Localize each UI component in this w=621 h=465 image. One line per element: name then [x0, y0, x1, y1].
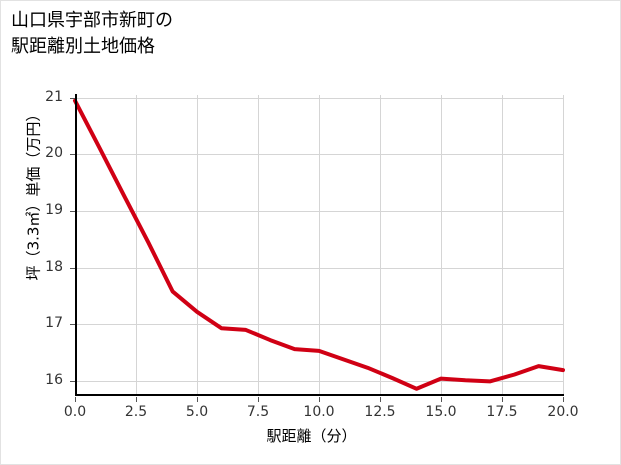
x-tick-label: 2.5 — [124, 404, 148, 420]
x-axis-label: 駅距離（分） — [266, 427, 357, 445]
title-line-2: 駅距離別土地価格 — [11, 36, 155, 57]
y-tick-mark — [70, 380, 75, 382]
y-tick-mark — [70, 97, 75, 99]
gridline-x — [258, 95, 259, 395]
y-tick-label: 16 — [45, 371, 63, 388]
x-tick-label: 17.5 — [486, 404, 518, 420]
gridline-x — [563, 95, 564, 395]
gridline-x — [380, 95, 381, 395]
y-tick-label: 18 — [45, 258, 63, 275]
x-tick-mark — [380, 397, 381, 402]
x-tick-label: 5.0 — [185, 404, 209, 420]
y-tick-label: 17 — [45, 315, 63, 332]
gridline-x — [197, 95, 198, 395]
y-tick-label: 21 — [45, 88, 63, 105]
series-line-chart — [73, 98, 565, 391]
y-tick-mark — [70, 211, 75, 212]
x-axis-spine — [75, 394, 564, 396]
x-tick-mark — [258, 397, 259, 402]
x-tick-label: 7.5 — [246, 404, 270, 420]
x-tick-mark — [136, 397, 137, 402]
x-tick-mark — [197, 397, 198, 402]
x-tick-label: 15.0 — [425, 404, 457, 420]
title-line-1: 山口県宇部市新町の — [11, 10, 173, 31]
gridline-x — [319, 95, 320, 395]
plot-area — [73, 95, 565, 395]
page-title: 山口県宇部市新町の 駅距離別土地価格 — [11, 8, 431, 60]
gridline-x — [441, 95, 442, 395]
y-tick-mark — [70, 154, 75, 156]
y-tick-mark — [70, 267, 75, 269]
x-tick-mark — [75, 397, 76, 402]
x-tick-label: 10.0 — [303, 404, 335, 420]
y-axis-spine — [75, 94, 77, 396]
y-tick-label: 19 — [45, 202, 63, 218]
x-tick-label: 20.0 — [547, 404, 579, 420]
x-tick-label: 0.0 — [63, 404, 87, 420]
x-tick-mark — [441, 397, 442, 402]
series-坪単価-line — [73, 98, 565, 391]
gridline-x — [136, 95, 137, 395]
x-tick-mark — [502, 397, 503, 402]
y-axis-label: 坪（3.3㎡）単価（万円） — [24, 106, 43, 281]
x-tick-mark — [563, 397, 564, 402]
y-tick-mark — [70, 324, 75, 326]
x-tick-mark — [319, 397, 320, 402]
gridline-x — [502, 95, 503, 395]
x-tick-label: 12.5 — [364, 404, 396, 420]
y-tick-label: 20 — [45, 145, 63, 162]
